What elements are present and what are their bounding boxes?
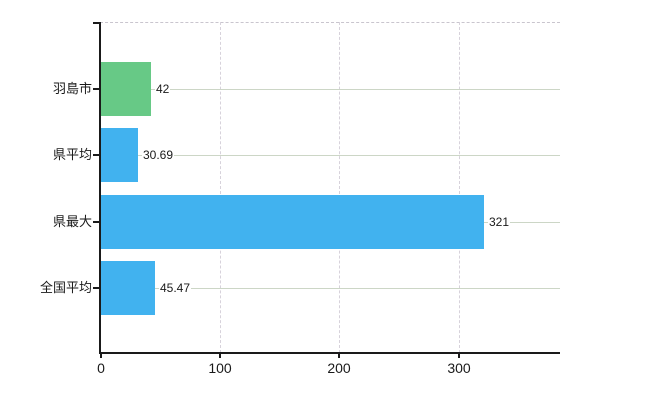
vertical-gridline xyxy=(459,22,460,353)
value-label: 42 xyxy=(155,82,171,96)
bar xyxy=(101,195,484,249)
y-axis-tick xyxy=(93,88,100,90)
vertical-gridline xyxy=(339,22,340,353)
x-axis-tick xyxy=(338,353,340,358)
vertical-gridline xyxy=(220,22,221,353)
horizontal-gridline xyxy=(101,288,560,289)
y-axis-tick xyxy=(93,154,100,156)
x-tick-label: 0 xyxy=(97,360,105,376)
y-axis-tick xyxy=(93,287,100,289)
y-axis-tick xyxy=(93,221,100,223)
bar xyxy=(101,128,138,182)
bar xyxy=(101,62,151,116)
category-label: 県最大 xyxy=(52,214,92,229)
plot-top-border xyxy=(100,22,560,23)
value-label: 321 xyxy=(488,215,511,229)
category-label: 羽島市 xyxy=(52,81,92,96)
horizontal-gridline xyxy=(101,155,560,156)
x-axis-tick xyxy=(100,353,102,358)
x-tick-label: 200 xyxy=(327,360,351,376)
x-tick-label: 300 xyxy=(447,360,471,376)
bar xyxy=(101,261,155,315)
x-axis-tick xyxy=(219,353,221,358)
y-axis xyxy=(99,22,101,353)
x-tick-label: 100 xyxy=(208,360,232,376)
value-label: 30.69 xyxy=(142,148,175,162)
x-axis xyxy=(99,352,560,354)
value-label: 45.47 xyxy=(159,281,192,295)
category-label: 県平均 xyxy=(52,147,92,162)
category-label: 全国平均 xyxy=(39,280,92,295)
x-axis-tick xyxy=(458,353,460,358)
y-axis-top-tick xyxy=(93,22,100,24)
horizontal-gridline xyxy=(101,89,560,90)
